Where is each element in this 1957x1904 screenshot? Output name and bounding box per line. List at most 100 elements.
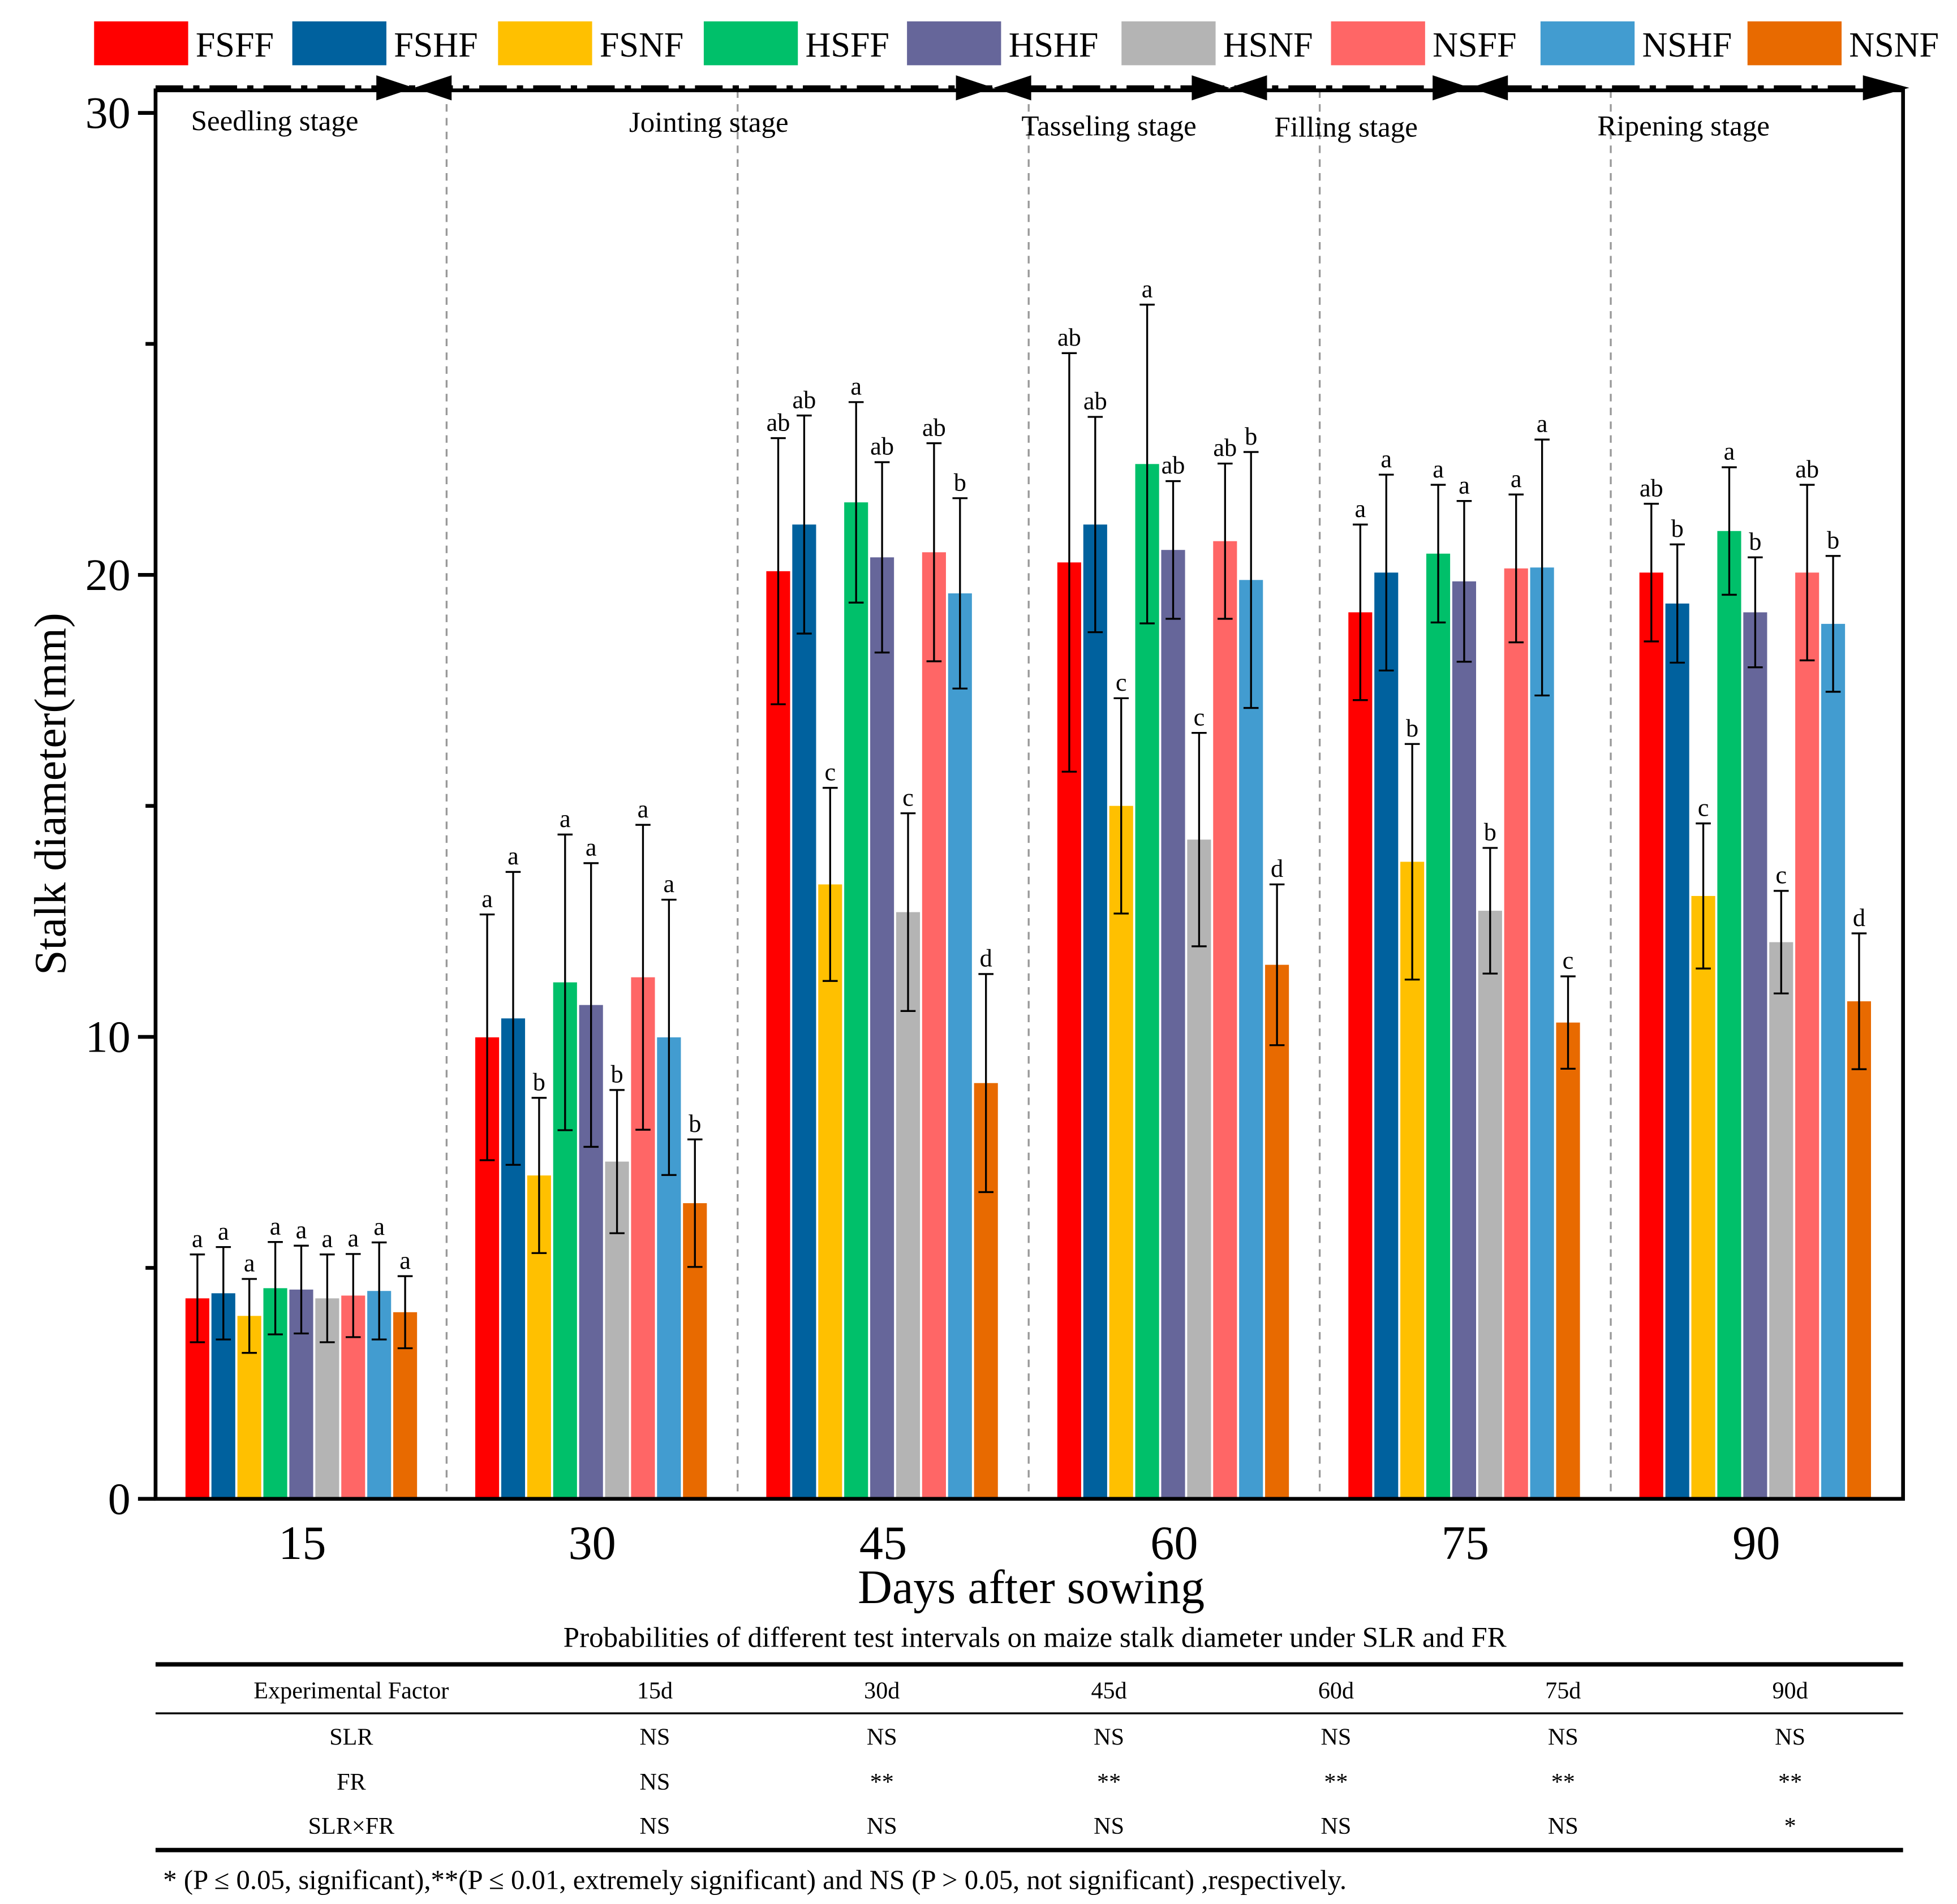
legend-swatch-hsnf [1121, 21, 1216, 66]
axes: 0 10 20 30 15 30 45 60 75 90 [85, 88, 1780, 1570]
stage-label: Tasseling stage [1021, 111, 1196, 143]
arrow-left-icon [414, 75, 452, 101]
significance-letter: d [1853, 903, 1865, 932]
significance-letter: a [850, 372, 862, 400]
significance-letter: a [192, 1224, 203, 1252]
table-header: Experimental Factor [253, 1677, 449, 1704]
significance-letter: c [1116, 668, 1127, 696]
table-cell: ** [1097, 1769, 1121, 1795]
table-cell: NS [640, 1724, 670, 1750]
significance-letter: ab [792, 385, 816, 413]
legend-swatch-hsff [703, 21, 798, 66]
significance-letter: ab [1162, 451, 1185, 479]
arrow-right-icon [1863, 75, 1909, 101]
arrow-left-icon [1229, 75, 1267, 101]
significance-letter: a [586, 833, 597, 861]
bar-fsnf [818, 884, 842, 1499]
significance-letter: ab [922, 413, 946, 441]
stage-label: Ripening stage [1597, 111, 1769, 143]
bar-hshf [1452, 581, 1476, 1499]
bar-nsnf [1847, 1001, 1872, 1499]
significance-letter: a [244, 1249, 255, 1277]
legend-swatch-fsnf [498, 21, 592, 66]
arrow-right-icon [956, 75, 994, 101]
legend-label: NSHF [1642, 26, 1732, 64]
significance-letter: b [533, 1068, 545, 1096]
significance-letter: c [1698, 793, 1709, 821]
table-header: 60d [1318, 1677, 1354, 1704]
legend-label: NSFF [1433, 26, 1516, 64]
table-header: 90d [1773, 1677, 1808, 1704]
bar-hshf [1743, 612, 1767, 1499]
table-cell: NS [640, 1813, 670, 1840]
significance-letter: c [1194, 703, 1205, 731]
significance-letter: a [347, 1224, 359, 1252]
bar-hsff [1426, 553, 1451, 1499]
table-row-label: SLR [329, 1724, 373, 1750]
table-header: 45d [1091, 1677, 1127, 1704]
legend-label: HSFF [806, 26, 889, 64]
table-cell: NS [1775, 1724, 1805, 1750]
significance-letter: a [507, 842, 519, 870]
bar-nshf [1821, 623, 1846, 1499]
significance-letter: c [1775, 861, 1787, 889]
bar-hsnf [1187, 839, 1211, 1499]
y-tick-label: 10 [85, 1013, 131, 1062]
table-cell: ** [1324, 1769, 1348, 1795]
table-cell: NS [640, 1769, 670, 1795]
significance-letter: a [1433, 455, 1444, 483]
bar-hshf [870, 557, 894, 1499]
arrow-left-icon [993, 75, 1031, 101]
significance-letter: a [1537, 410, 1548, 438]
significance-letter: b [954, 468, 966, 496]
table-header: 30d [864, 1677, 900, 1704]
table-header: 75d [1545, 1677, 1581, 1704]
x-tick-label: 75 [1442, 1517, 1489, 1570]
legend-swatch-nshf [1540, 21, 1635, 66]
y-axis-label: Stalk diameter(mm) [25, 613, 75, 975]
table-row-label: FR [337, 1769, 366, 1795]
bar-hshf [1161, 550, 1185, 1499]
y-tick-label: 0 [108, 1474, 131, 1524]
table-cell: ** [1778, 1769, 1802, 1795]
bar-hsff [1717, 531, 1741, 1499]
x-axis-label: Days after sowing [858, 1561, 1205, 1614]
significance-letter: c [902, 783, 914, 811]
table-cell: * [1784, 1813, 1796, 1840]
table-row-label: SLR×FR [308, 1813, 395, 1840]
bar-fsff [766, 571, 790, 1499]
x-tick-label: 45 [859, 1517, 907, 1570]
bar-nshf [1239, 580, 1263, 1499]
bar-hsff [1135, 464, 1159, 1499]
legend-swatch-nsnf [1747, 21, 1842, 66]
significance-letter: c [1563, 946, 1574, 975]
y-tick-label: 20 [85, 550, 131, 600]
bar-nsff [922, 552, 946, 1499]
table-cell: NS [1321, 1813, 1352, 1840]
significance-letter: a [1142, 274, 1153, 303]
significance-letter: b [689, 1109, 701, 1138]
table-cell: NS [1094, 1813, 1124, 1840]
table-cell: NS [1094, 1724, 1124, 1750]
significance-letter: b [1827, 526, 1839, 554]
arrow-left-icon [1470, 75, 1508, 101]
legend-swatch-fsff [94, 21, 188, 66]
significance-letter: ab [767, 408, 790, 436]
legend-label: HSHF [1009, 26, 1099, 64]
bar-fshf [792, 524, 816, 1499]
bar-hsnf [1478, 911, 1502, 1499]
significance-letter: a [322, 1224, 333, 1252]
stage-label: Jointing stage [629, 107, 789, 139]
significance-letter: a [399, 1246, 411, 1274]
bar-hsff [844, 502, 868, 1499]
bar-fshf [1665, 603, 1689, 1499]
bar-hsnf [1769, 942, 1793, 1499]
significance-letter: b [1245, 422, 1257, 450]
significance-letter: ab [1795, 455, 1819, 483]
significance-letter: a [1459, 471, 1470, 499]
arrow-right-icon [376, 75, 414, 101]
significance-letter: a [1380, 445, 1392, 473]
significance-letter: b [1671, 514, 1684, 542]
legend-label: FSFF [196, 26, 274, 64]
